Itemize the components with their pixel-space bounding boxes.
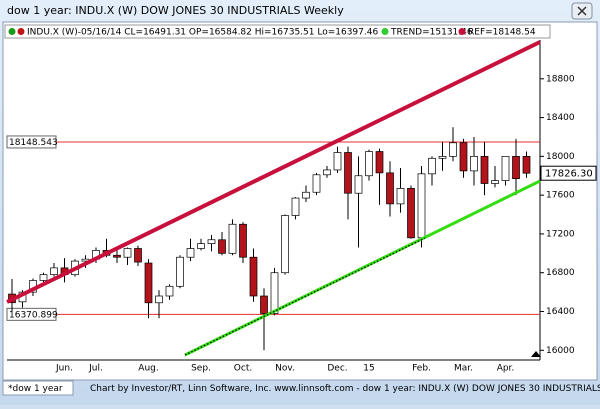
candle-body xyxy=(281,215,289,274)
candle-body xyxy=(134,248,142,263)
x-tick-label: Jun. xyxy=(55,364,73,374)
up-icon xyxy=(8,28,16,35)
down-icon xyxy=(17,28,25,35)
y-tick-label: 16800 xyxy=(546,268,575,278)
y-tick-label: 16400 xyxy=(546,307,575,317)
candle-body xyxy=(165,285,174,297)
close-icon xyxy=(577,6,587,16)
x-tick-label: 15 xyxy=(363,364,374,374)
candle-body xyxy=(512,156,520,180)
candle-body xyxy=(428,157,436,175)
quote: INDU.X (W)-05/16/14 CL=16491.31 OP=16584… xyxy=(27,28,378,38)
y-tick-label: 16000 xyxy=(546,346,575,356)
y-tick-label: 18800 xyxy=(546,74,575,84)
last-price-label: 17826.30 xyxy=(545,169,593,180)
candle-body xyxy=(354,175,363,194)
candle-body xyxy=(470,156,478,172)
candle-body xyxy=(197,243,205,249)
candle-body xyxy=(417,173,426,239)
reference-label-box xyxy=(6,135,57,149)
candle-body xyxy=(312,174,321,193)
candle-body xyxy=(176,256,184,287)
candle-body xyxy=(438,156,447,159)
x-tick-label: Sep. xyxy=(191,364,211,374)
window-title: dow 1 year: INDU.X (W) DOW JONES 30 INDU… xyxy=(7,4,344,17)
candle-body xyxy=(323,169,331,176)
candle-body xyxy=(239,223,247,258)
y-tick-label: 17600 xyxy=(546,191,575,201)
candle-body xyxy=(50,267,58,276)
candle-body xyxy=(396,188,405,205)
candle-body xyxy=(123,248,132,258)
y-tick-label: 18000 xyxy=(546,152,575,162)
y-tick-label: 17200 xyxy=(546,229,575,239)
candle-body xyxy=(449,142,457,157)
trend-icon xyxy=(381,28,389,35)
candle-body xyxy=(480,156,489,184)
candle-body xyxy=(186,248,195,258)
candle-body xyxy=(333,152,342,171)
reference-label: 16370.899 xyxy=(9,310,58,320)
candle-body xyxy=(491,180,499,184)
tab-label: *dow 1 year xyxy=(8,384,63,394)
candle-body xyxy=(459,142,468,172)
trend-line-dots xyxy=(184,237,426,356)
upper-channel-line xyxy=(6,40,541,304)
ref-value: REF=18148.54 xyxy=(468,28,536,38)
x-tick-label: Dec. xyxy=(327,364,347,374)
y-tick-label: 18400 xyxy=(546,113,575,123)
last-price-box xyxy=(540,165,597,181)
candle-body xyxy=(207,239,216,244)
candle-body xyxy=(39,274,48,281)
candle-body xyxy=(522,156,531,174)
tab[interactable] xyxy=(2,380,74,396)
candle-body xyxy=(365,151,373,177)
x-tick-label: Nov. xyxy=(275,364,295,374)
x-tick-label: Aug. xyxy=(138,364,158,374)
scroll-marker xyxy=(531,351,541,357)
candle-body xyxy=(302,191,310,199)
x-tick-label: Jul. xyxy=(88,364,103,374)
reference-label-box xyxy=(6,307,57,321)
candle-body xyxy=(270,272,279,314)
reference-label: 18148.543 xyxy=(9,138,58,148)
candle-body xyxy=(501,156,510,181)
ref-icon xyxy=(458,28,466,35)
x-tick-label: Apr. xyxy=(497,364,515,374)
candle-body xyxy=(218,239,226,254)
candle-body xyxy=(407,188,415,239)
candle-body xyxy=(386,172,394,205)
candle-body xyxy=(113,254,121,258)
footer-credit: Chart by Investor/RT, Linn Software, Inc… xyxy=(90,384,600,394)
chart-panel xyxy=(2,21,598,381)
candle-body xyxy=(344,152,352,194)
trend-value: TREND=15131.46 xyxy=(390,28,473,38)
x-tick-label: Feb. xyxy=(412,364,431,374)
trend-line xyxy=(184,179,541,357)
candle-body xyxy=(291,197,300,216)
x-tick-label: Oct. xyxy=(234,364,252,374)
candle-body xyxy=(260,295,268,314)
candle-body xyxy=(249,256,258,297)
candle-body xyxy=(144,262,153,304)
x-tick-label: Mar. xyxy=(454,364,473,374)
candle-body xyxy=(375,151,384,174)
candle-body xyxy=(155,295,163,304)
info-bar xyxy=(4,24,551,39)
candle-body xyxy=(228,223,237,254)
